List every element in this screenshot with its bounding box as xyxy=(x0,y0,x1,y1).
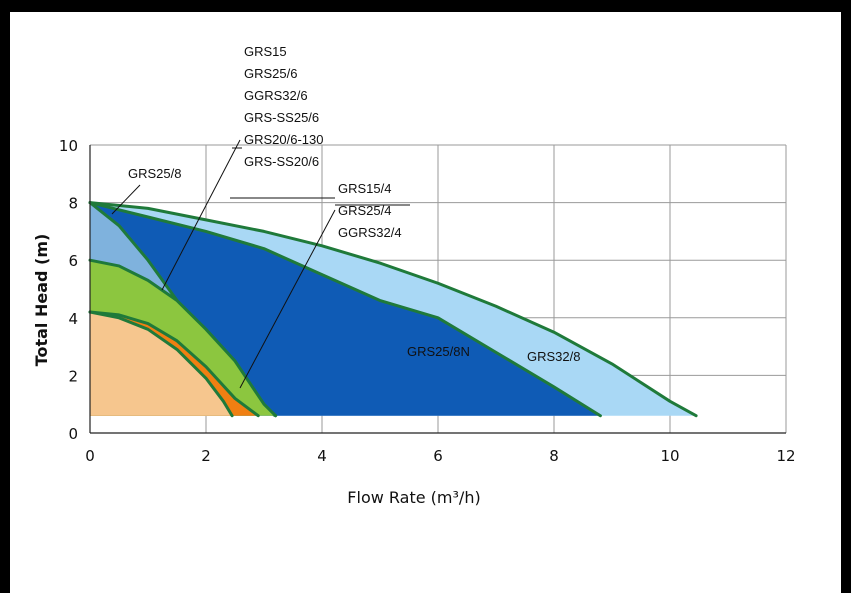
y-tick-label: 2 xyxy=(68,367,78,385)
annotation-grs25-6: GRS25/6 xyxy=(244,66,297,81)
y-tick-label: 0 xyxy=(68,425,78,443)
x-tick-label: 6 xyxy=(433,447,443,465)
annotation-grs-ss20-6: GRS-SS20/6 xyxy=(244,154,319,169)
x-tick-label: 12 xyxy=(776,447,795,465)
x-axis-label: Flow Rate (m³/h) xyxy=(347,488,480,507)
y-tick-label: 10 xyxy=(59,137,78,155)
annotation-grs25-8n: GRS25/8N xyxy=(407,344,470,359)
curve-areas xyxy=(88,201,698,418)
annotation-grs25-4: GRS25/4 xyxy=(338,203,391,218)
y-axis-label: Total Head (m) xyxy=(32,234,51,367)
series-curve xyxy=(88,258,278,418)
series-curve xyxy=(88,201,698,418)
leader-grs25-8 xyxy=(111,184,141,215)
series-area-base xyxy=(90,312,233,416)
annotation-grs15-4: GRS15/4 xyxy=(338,181,391,196)
x-tick-label: 2 xyxy=(201,447,211,465)
x-tick-label: 0 xyxy=(85,447,95,465)
y-tick-label: 6 xyxy=(68,252,78,270)
x-tick-label: 8 xyxy=(549,447,559,465)
leader-group6 xyxy=(161,139,241,291)
y-tick-label: 4 xyxy=(68,310,78,328)
series-curve xyxy=(88,310,260,418)
annotation-grs20-6-130: GRS20/6-130 xyxy=(244,132,324,147)
y-tick-label: 8 xyxy=(68,195,78,213)
axes: 0 2 4 6 8 10 12 0 2 4 6 8 10 xyxy=(59,137,796,465)
annotation-leaders xyxy=(111,139,410,389)
annotation-grs-ss25-6: GRS-SS25/6 xyxy=(244,110,319,125)
x-tick-label: 10 xyxy=(660,447,679,465)
annotation-ggrs32-4: GGRS32/4 xyxy=(338,225,402,240)
annotation-grs32-8: GRS32/8 xyxy=(527,349,580,364)
series-curve xyxy=(88,310,234,418)
annotation-grs15: GRS15 xyxy=(244,44,287,59)
x-tick-label: 4 xyxy=(317,447,327,465)
annotation-grs25-8: GRS25/8 xyxy=(128,166,181,181)
series-curve xyxy=(88,201,602,418)
leader-group4 xyxy=(239,209,336,389)
annotation-ggrs32-6: GGRS32/6 xyxy=(244,88,308,103)
